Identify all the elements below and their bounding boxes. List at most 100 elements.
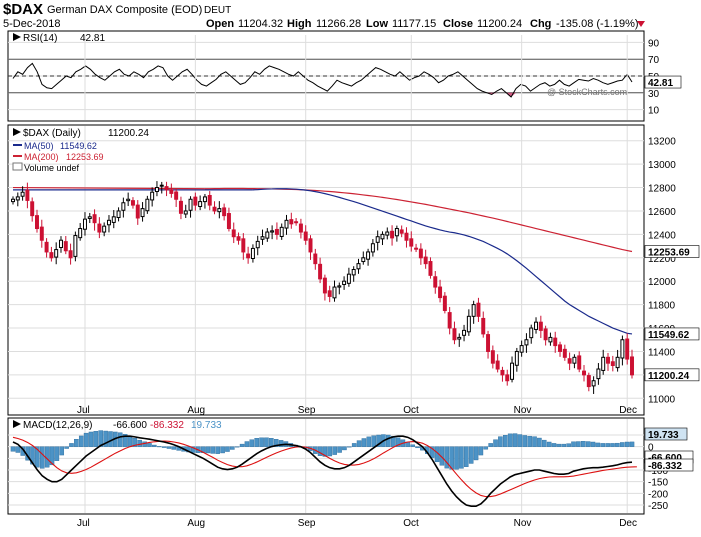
macd-hist-bar: [220, 446, 225, 454]
macd-hist-bar: [493, 439, 498, 447]
low-value: 11177.15: [392, 18, 436, 30]
price-tick-label: 12800: [648, 184, 676, 195]
candle-body: [126, 198, 131, 202]
macd-hist-bar: [517, 434, 523, 447]
rsi-bullet-icon: [13, 33, 21, 41]
ma50-line: [252, 188, 633, 335]
ma50-legend-label: MA(50): [24, 141, 54, 151]
candle-body: [284, 219, 289, 229]
macd-hist-bar: [210, 446, 216, 454]
candle-body: [92, 214, 97, 224]
candle-body: [212, 206, 217, 212]
macd-hist-bar: [483, 446, 489, 450]
macd-hist-bar: [522, 435, 528, 447]
macd-hist-bar: [74, 439, 79, 447]
candle-body: [30, 201, 35, 217]
candle-body: [308, 238, 313, 253]
candle-body: [255, 240, 260, 249]
macd-hist-bar: [234, 446, 240, 448]
candle-body: [207, 195, 212, 206]
candle-body: [562, 348, 567, 358]
candle-body: [582, 370, 587, 376]
candle-body: [130, 200, 135, 206]
candle-body: [222, 207, 227, 217]
macd-title-value: -66.600: [113, 420, 147, 431]
candle-body: [543, 328, 548, 341]
macd-tick-label: -150: [648, 478, 668, 489]
price-x-label: Aug: [187, 405, 205, 416]
macd-hist-bar: [337, 446, 342, 453]
macd-hist-bar: [590, 441, 596, 447]
candle-body: [414, 247, 419, 250]
macd-tag-hist-box: [644, 427, 688, 441]
price-tag-ma50: 11549.62: [648, 330, 690, 341]
candle-body: [87, 216, 92, 219]
macd-title-label: MACD(12,26,9): [23, 420, 92, 431]
macd-hist-bar: [122, 434, 128, 447]
candle-body: [97, 223, 102, 233]
macd-hist-bar: [556, 443, 562, 447]
rsi-oversold-fill: [511, 92, 516, 97]
price-tick-label: 13000: [648, 160, 676, 171]
price-panel: [7, 124, 645, 416]
candle-body: [524, 339, 529, 346]
macd-hist-bar: [64, 446, 69, 449]
rsi-value-tag: 42.81: [648, 78, 673, 89]
price-tick-label: 12600: [648, 207, 676, 218]
macd-hist-bar: [93, 431, 99, 447]
macd-hist-bar: [78, 435, 84, 447]
candle-body: [154, 187, 159, 193]
macd-hist-bar: [561, 443, 567, 447]
candle-body: [438, 286, 443, 299]
price-tick-label: 11800: [648, 301, 676, 312]
open-label: Open: [206, 18, 234, 30]
macd-hist-bar: [351, 443, 357, 447]
price-x-label: Jul: [77, 405, 90, 416]
candle-body: [548, 336, 553, 343]
candle-body: [466, 315, 471, 333]
macd-tick-label: -200: [648, 489, 668, 500]
candle-body: [25, 189, 30, 201]
macd-hist-bar: [478, 446, 484, 456]
candle-body: [529, 327, 534, 339]
macd-tick-label: 0: [648, 443, 654, 454]
watermark: @ StockCharts.com: [547, 87, 627, 97]
macd-title-signal: -86.332: [150, 420, 184, 431]
candle-body: [418, 248, 423, 259]
price-tag-close: 11200.24: [648, 371, 690, 382]
candle-body: [596, 368, 601, 380]
macd-hist-bar: [249, 439, 255, 447]
macd-hist-bar: [503, 435, 508, 447]
candle-body: [236, 236, 241, 241]
candle-body: [260, 236, 265, 240]
macd-tag-signal: -86.332: [648, 461, 682, 472]
macd-hist-bar: [595, 442, 601, 447]
macd-hist-bar: [108, 431, 113, 447]
macd-hist-bar: [532, 436, 537, 447]
candle-body: [399, 229, 404, 234]
candle-body: [169, 189, 174, 194]
candle-body: [202, 196, 207, 203]
ma200-legend-label: MA(200): [24, 152, 59, 162]
macd-hist-bar: [546, 441, 552, 447]
macd-hist-bar: [537, 437, 542, 447]
macd-hist-bar: [624, 441, 630, 447]
ma200-legend-value: 12253.69: [66, 152, 104, 162]
candle-body: [586, 375, 591, 388]
rsi-tick-label: 90: [648, 38, 660, 49]
macd-hist-bar: [342, 446, 347, 451]
candle-body: [351, 269, 356, 276]
close-value: 11200.24: [477, 18, 522, 30]
macd-x-label: Nov: [514, 518, 532, 529]
price-tag-close-box: [644, 368, 700, 382]
macd-x-label: Dec: [619, 518, 637, 529]
candle-body: [159, 184, 164, 187]
candle-body: [591, 380, 596, 387]
macd-hist-bar: [600, 443, 606, 447]
candle-body: [558, 344, 563, 352]
macd-hist-bar: [59, 446, 65, 456]
candle-body: [318, 263, 323, 280]
candle-body: [409, 238, 414, 247]
candle-body: [289, 219, 294, 225]
